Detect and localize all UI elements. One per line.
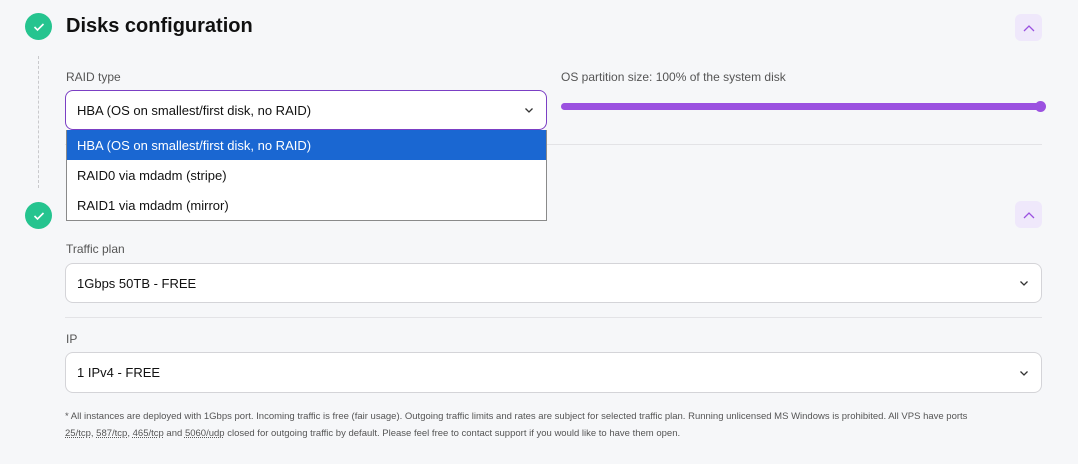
raid-option-raid0[interactable]: RAID0 via mdadm (stripe): [77, 167, 227, 183]
os-partition-slider[interactable]: [561, 101, 1046, 112]
chevron-down-icon: [1020, 281, 1028, 286]
raid-type-label: RAID type: [66, 70, 121, 84]
sep: ,: [90, 428, 97, 439]
section-complete-check-icon: [25, 202, 52, 229]
collapse-disks-button[interactable]: [1015, 14, 1042, 41]
ip-label: IP: [66, 332, 78, 346]
ip-select[interactable]: 1 IPv4 - FREE: [65, 352, 1042, 393]
chevron-up-icon: [1023, 211, 1034, 218]
section-complete-check-icon: [25, 13, 52, 40]
port-587: 587/tcp: [96, 428, 128, 439]
step-connector: [38, 56, 39, 188]
raid-type-value: HBA (OS on smallest/first disk, no RAID): [77, 102, 312, 118]
traffic-plan-label: Traffic plan: [66, 242, 125, 256]
sep: and: [163, 428, 185, 439]
raid-option-hba[interactable]: HBA (OS on smallest/first disk, no RAID): [67, 130, 546, 160]
chevron-down-icon: [525, 108, 533, 113]
collapse-network-button[interactable]: [1015, 201, 1042, 228]
ip-value: 1 IPv4 - FREE: [77, 365, 161, 380]
footnote-line-1: * All instances are deployed with 1Gbps …: [65, 411, 968, 422]
slider-fill: [561, 103, 1041, 110]
chevron-down-icon: [1020, 370, 1028, 376]
port-465: 465/tcp: [132, 428, 164, 439]
raid-type-dropdown[interactable]: HBA (OS on smallest/first disk, no RAID)…: [66, 130, 547, 221]
os-partition-label: OS partition size: 100% of the system di…: [561, 70, 786, 84]
footnote: * All instances are deployed with 1Gbps …: [65, 408, 1045, 442]
section-title-disks: Disks configuration: [66, 15, 253, 37]
raid-type-select[interactable]: HBA (OS on smallest/first disk, no RAID): [65, 90, 547, 130]
port-5060: 5060/udp: [184, 428, 225, 439]
divider: [65, 144, 1042, 145]
sep: ,: [127, 428, 133, 439]
divider: [65, 317, 1042, 318]
port-25: 25/tcp: [65, 428, 91, 439]
raid-option-raid1[interactable]: RAID1 via mdadm (mirror): [77, 197, 229, 213]
traffic-plan-select[interactable]: 1Gbps 50TB - FREE: [65, 263, 1042, 303]
footnote-tail: closed for outgoing traffic by default. …: [224, 428, 681, 439]
traffic-plan-value: 1Gbps 50TB - FREE: [77, 275, 197, 291]
slider-thumb[interactable]: [1035, 101, 1046, 112]
chevron-up-icon: [1023, 24, 1034, 31]
